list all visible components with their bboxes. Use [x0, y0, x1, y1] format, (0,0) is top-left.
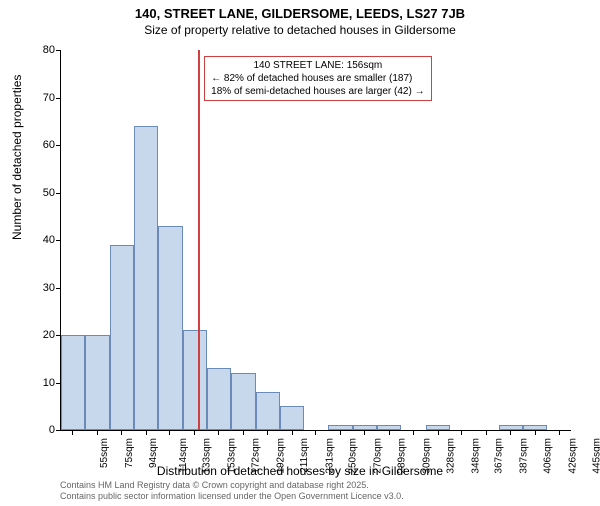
annotation-line-1: ← 82% of detached houses are smaller (18…: [211, 72, 424, 85]
histogram-bar: [134, 126, 158, 430]
y-tick-label: 0: [23, 424, 55, 436]
annotation-box: 140 STREET LANE: 156sqm← 82% of detached…: [204, 56, 431, 101]
annotation-title: 140 STREET LANE: 156sqm: [211, 59, 424, 72]
y-tick-label: 20: [23, 329, 55, 341]
histogram-bar: [158, 226, 182, 430]
chart-title-sub: Size of property relative to detached ho…: [0, 23, 600, 37]
y-tick-label: 50: [23, 187, 55, 199]
histogram-bar: [280, 406, 304, 430]
y-tick-label: 30: [23, 282, 55, 294]
histogram-bar: [61, 335, 85, 430]
histogram-bar: [377, 425, 401, 430]
footnote-line-1: Contains HM Land Registry data © Crown c…: [60, 480, 404, 491]
chart-plot-area: 0102030405060708055sqm75sqm94sqm114sqm13…: [60, 50, 571, 431]
y-tick-label: 70: [23, 92, 55, 104]
histogram-bar: [110, 245, 134, 430]
chart-footnote: Contains HM Land Registry data © Crown c…: [60, 480, 404, 502]
histogram-bar: [85, 335, 109, 430]
histogram-bar: [499, 425, 523, 430]
histogram-bar: [183, 330, 207, 430]
y-tick-label: 60: [23, 139, 55, 151]
x-axis-label: Distribution of detached houses by size …: [0, 464, 600, 478]
annotation-line-2: 18% of semi-detached houses are larger (…: [211, 85, 424, 98]
reference-line: [198, 50, 200, 430]
histogram-bar: [523, 425, 547, 430]
histogram-bar: [353, 425, 377, 430]
y-tick-label: 80: [23, 44, 55, 56]
histogram-bar: [207, 368, 231, 430]
histogram-bar: [426, 425, 450, 430]
histogram-bar: [256, 392, 280, 430]
histogram-bar: [328, 425, 352, 430]
y-axis-label: Number of detached properties: [10, 75, 24, 240]
footnote-line-2: Contains public sector information licen…: [60, 491, 404, 502]
y-tick-label: 10: [23, 377, 55, 389]
histogram-bar: [231, 373, 255, 430]
chart-title-main: 140, STREET LANE, GILDERSOME, LEEDS, LS2…: [0, 6, 600, 21]
y-tick-label: 40: [23, 234, 55, 246]
